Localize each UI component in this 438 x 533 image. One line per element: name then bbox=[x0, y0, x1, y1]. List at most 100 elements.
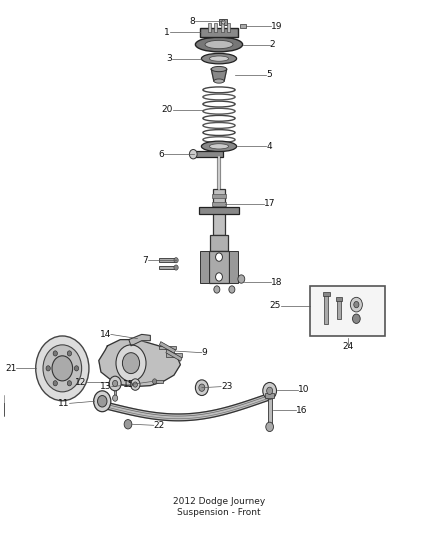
Text: 2: 2 bbox=[270, 40, 275, 49]
Circle shape bbox=[116, 345, 146, 382]
Bar bbox=[323, 292, 330, 296]
Text: 23: 23 bbox=[221, 382, 233, 391]
Ellipse shape bbox=[209, 144, 229, 149]
Bar bbox=[200, 28, 238, 37]
Bar bbox=[198, 207, 240, 214]
Text: 6: 6 bbox=[158, 150, 164, 159]
Circle shape bbox=[266, 422, 273, 432]
FancyArrow shape bbox=[159, 342, 176, 353]
Text: 10: 10 bbox=[298, 385, 310, 394]
Circle shape bbox=[215, 253, 223, 261]
Bar bbox=[310, 286, 385, 336]
Circle shape bbox=[267, 387, 272, 394]
Circle shape bbox=[354, 302, 359, 308]
Bar bbox=[208, 251, 230, 283]
Bar bbox=[159, 266, 176, 269]
Text: 15: 15 bbox=[123, 379, 134, 389]
Circle shape bbox=[53, 381, 57, 386]
Text: 24: 24 bbox=[342, 342, 353, 351]
FancyArrow shape bbox=[166, 350, 182, 361]
Text: 16: 16 bbox=[296, 406, 308, 415]
Circle shape bbox=[350, 297, 362, 312]
Circle shape bbox=[353, 314, 360, 324]
Ellipse shape bbox=[201, 141, 237, 151]
Bar bbox=[230, 251, 238, 283]
Circle shape bbox=[94, 391, 111, 411]
Text: 8: 8 bbox=[190, 17, 195, 26]
Bar bbox=[159, 259, 176, 262]
Bar bbox=[212, 202, 226, 206]
Bar bbox=[268, 394, 272, 426]
Bar bbox=[221, 22, 224, 32]
Bar bbox=[114, 387, 117, 398]
Text: 1: 1 bbox=[164, 28, 170, 37]
Circle shape bbox=[74, 366, 79, 371]
Ellipse shape bbox=[214, 79, 224, 83]
Ellipse shape bbox=[195, 37, 243, 52]
Bar bbox=[166, 353, 182, 357]
Text: 11: 11 bbox=[58, 399, 70, 408]
Circle shape bbox=[174, 265, 178, 270]
Polygon shape bbox=[102, 393, 271, 421]
Text: 25: 25 bbox=[270, 301, 281, 310]
Circle shape bbox=[222, 20, 225, 24]
Circle shape bbox=[98, 395, 107, 407]
Bar bbox=[265, 393, 274, 398]
Text: 5: 5 bbox=[266, 70, 272, 79]
Bar bbox=[337, 298, 341, 319]
Bar bbox=[336, 297, 342, 302]
Circle shape bbox=[263, 383, 276, 399]
Circle shape bbox=[109, 376, 121, 391]
Bar bbox=[212, 189, 226, 235]
Circle shape bbox=[214, 286, 220, 293]
Circle shape bbox=[36, 336, 89, 401]
Circle shape bbox=[195, 380, 208, 395]
Circle shape bbox=[174, 257, 178, 263]
Polygon shape bbox=[99, 340, 180, 386]
Ellipse shape bbox=[205, 41, 233, 49]
Text: 3: 3 bbox=[166, 54, 172, 63]
Circle shape bbox=[131, 379, 140, 390]
Circle shape bbox=[113, 381, 118, 386]
Text: 13: 13 bbox=[100, 382, 112, 391]
Circle shape bbox=[238, 275, 245, 283]
Circle shape bbox=[122, 353, 140, 374]
Circle shape bbox=[152, 379, 157, 384]
Circle shape bbox=[52, 356, 73, 381]
Text: 18: 18 bbox=[271, 278, 282, 287]
Text: 2012 Dodge Journey
Suspension - Front: 2012 Dodge Journey Suspension - Front bbox=[173, 497, 265, 517]
Text: 19: 19 bbox=[271, 22, 282, 31]
Circle shape bbox=[113, 395, 118, 401]
Bar bbox=[212, 210, 226, 214]
Bar bbox=[191, 151, 223, 157]
Bar bbox=[200, 251, 208, 283]
Bar bbox=[214, 22, 217, 32]
Ellipse shape bbox=[211, 67, 227, 71]
Polygon shape bbox=[211, 69, 227, 81]
Bar bbox=[210, 235, 228, 251]
Circle shape bbox=[46, 366, 50, 371]
Text: 14: 14 bbox=[99, 330, 111, 339]
Polygon shape bbox=[129, 334, 150, 346]
Circle shape bbox=[199, 384, 205, 391]
Text: 20: 20 bbox=[161, 106, 173, 114]
Circle shape bbox=[229, 286, 235, 293]
Text: 9: 9 bbox=[202, 348, 208, 357]
Bar bbox=[324, 293, 328, 324]
Circle shape bbox=[189, 149, 197, 159]
Ellipse shape bbox=[209, 56, 229, 61]
Bar bbox=[212, 194, 226, 198]
Circle shape bbox=[215, 273, 223, 281]
Text: 17: 17 bbox=[264, 199, 276, 208]
Circle shape bbox=[53, 351, 57, 356]
Circle shape bbox=[67, 351, 71, 356]
Bar bbox=[208, 22, 211, 32]
Bar bbox=[219, 19, 227, 25]
Circle shape bbox=[43, 345, 81, 392]
Text: 12: 12 bbox=[75, 378, 87, 387]
Text: 4: 4 bbox=[266, 142, 272, 151]
Bar bbox=[227, 22, 230, 32]
Circle shape bbox=[124, 419, 132, 429]
Text: 7: 7 bbox=[142, 256, 148, 265]
Bar bbox=[159, 345, 176, 349]
